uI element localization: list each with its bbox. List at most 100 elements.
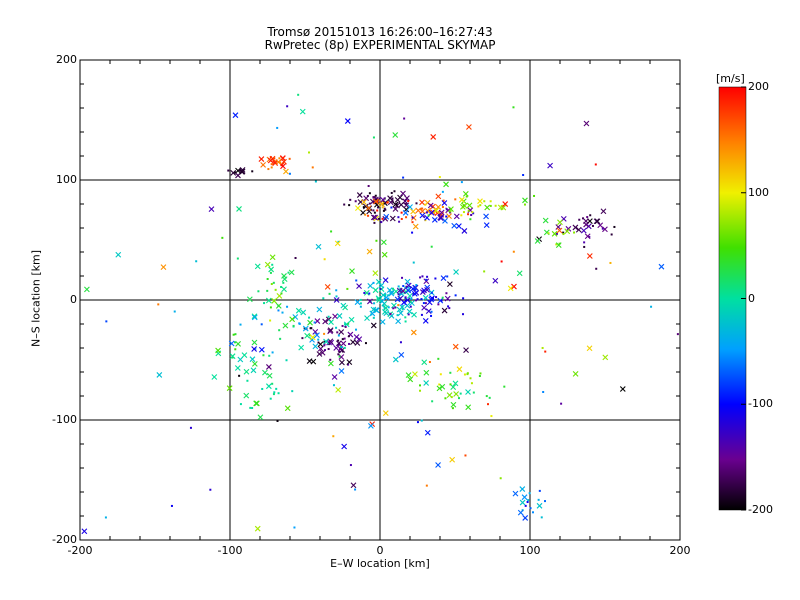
point-dot — [286, 305, 289, 308]
point-cross — [288, 269, 295, 276]
point-dot — [430, 291, 433, 294]
point-dot — [330, 230, 333, 233]
point-dot — [650, 305, 653, 308]
point-dot — [405, 216, 408, 219]
point-dot — [270, 283, 273, 286]
point-cross — [421, 287, 427, 294]
point-cross — [502, 201, 509, 207]
point-cross — [264, 261, 271, 268]
point-dot — [483, 270, 486, 273]
point-cross — [281, 273, 287, 279]
point-dot — [588, 235, 591, 238]
point-cross — [265, 297, 272, 304]
point-dot — [416, 298, 419, 301]
point-dot — [537, 498, 540, 501]
point-dot — [449, 371, 452, 374]
point-dot — [392, 307, 395, 310]
point-dot — [376, 209, 379, 212]
point-dot — [298, 322, 301, 325]
point-cross — [83, 286, 90, 293]
colorbar-tick-label: 100 — [748, 185, 769, 199]
point-cross — [465, 389, 471, 395]
point-dot — [382, 304, 385, 307]
point-dot — [337, 343, 340, 346]
point-cross — [429, 295, 435, 302]
point-dot — [239, 323, 242, 326]
point-dot — [375, 239, 378, 242]
point-dot — [424, 203, 427, 206]
point-dot — [234, 348, 237, 351]
point-cross — [564, 228, 571, 235]
point-dot — [533, 194, 536, 197]
point-dot — [489, 204, 492, 207]
point-dot — [337, 334, 340, 337]
point-dot — [430, 310, 433, 313]
point-dot — [472, 391, 475, 394]
point-dot — [313, 321, 316, 324]
point-cross — [373, 307, 380, 314]
point-dot — [601, 227, 604, 230]
point-cross — [557, 219, 563, 226]
point-cross — [232, 112, 239, 119]
point-dot — [376, 200, 379, 203]
point-dot — [384, 294, 387, 297]
point-cross — [392, 356, 399, 363]
point-dot — [391, 197, 394, 200]
point-dot — [419, 384, 422, 387]
point-dot — [467, 213, 470, 216]
point-dot — [323, 344, 326, 347]
point-cross — [258, 156, 265, 162]
point-dot — [430, 245, 433, 248]
point-cross — [354, 340, 361, 346]
point-dot — [271, 263, 274, 266]
point-dot — [449, 210, 452, 213]
point-dot — [489, 200, 492, 203]
point-dot — [311, 166, 314, 169]
point-cross — [327, 327, 334, 334]
point-cross — [380, 239, 387, 246]
point-dot — [234, 333, 237, 336]
point-dot — [479, 372, 482, 375]
point-dot — [503, 385, 506, 388]
point-cross — [372, 198, 379, 205]
point-cross — [258, 346, 265, 353]
point-cross — [405, 372, 412, 379]
point-dot — [415, 202, 418, 205]
point-dot — [349, 198, 352, 201]
point-cross — [251, 339, 258, 346]
colorbar-tick-label: -100 — [748, 397, 773, 411]
point-dot — [387, 306, 390, 309]
point-dot — [272, 281, 275, 284]
point-cross — [246, 296, 253, 303]
point-cross — [522, 515, 529, 521]
point-cross — [156, 372, 163, 378]
point-dot — [401, 308, 404, 311]
point-dot — [411, 216, 414, 219]
point-dot — [431, 400, 434, 403]
point-dot — [470, 213, 473, 216]
point-cross — [444, 295, 451, 302]
point-dot — [449, 383, 452, 386]
point-dot — [274, 162, 277, 165]
point-dot — [415, 284, 418, 287]
colorbar-tick-label: 200 — [748, 80, 769, 93]
point-cross — [433, 207, 440, 214]
point-cross — [423, 278, 430, 285]
x-tick-label: -100 — [217, 544, 243, 557]
point-cross — [372, 287, 379, 294]
point-cross — [228, 340, 235, 347]
point-dot — [343, 203, 346, 206]
point-dot — [323, 258, 326, 261]
x-tick-label: 0 — [376, 544, 384, 557]
point-cross — [333, 345, 340, 351]
point-cross — [328, 360, 334, 367]
point-dot — [354, 200, 357, 203]
point-dot — [424, 302, 427, 305]
point-dot — [583, 241, 586, 244]
point-cross — [492, 277, 499, 284]
point-cross — [536, 502, 543, 509]
point-cross — [249, 356, 256, 363]
point-dot — [390, 191, 393, 194]
point-dot — [432, 297, 435, 300]
point-cross — [350, 482, 357, 489]
